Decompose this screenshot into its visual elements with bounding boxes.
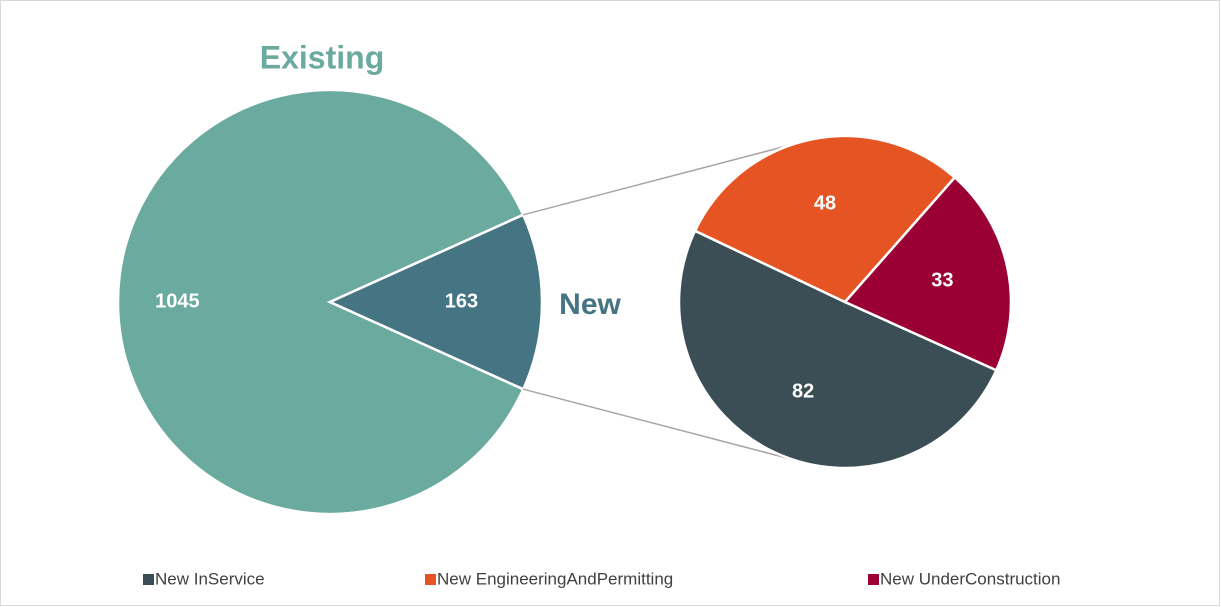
legend-label: New UnderConstruction — [880, 569, 1060, 588]
legend-swatch — [143, 574, 154, 585]
pie-slice — [677, 229, 998, 470]
connector-line — [523, 388, 794, 461]
category-label: New — [559, 288, 621, 321]
data-label: 33 — [931, 269, 953, 291]
legend-label: New EngineeringAndPermitting — [437, 569, 673, 588]
pie-slice — [326, 213, 544, 391]
data-label: 48 — [814, 193, 836, 215]
connector-line — [523, 143, 794, 216]
pie-slice — [116, 88, 525, 516]
legend-swatch — [425, 574, 436, 585]
legend-label: New InService — [155, 569, 265, 588]
data-label: 1045 — [155, 290, 200, 312]
category-label: Existing — [260, 39, 384, 75]
data-label: 82 — [792, 381, 814, 403]
pie-slice — [842, 175, 1013, 372]
pie-slice — [693, 134, 957, 304]
legend-swatch — [868, 574, 879, 585]
data-label: 163 — [445, 290, 478, 312]
